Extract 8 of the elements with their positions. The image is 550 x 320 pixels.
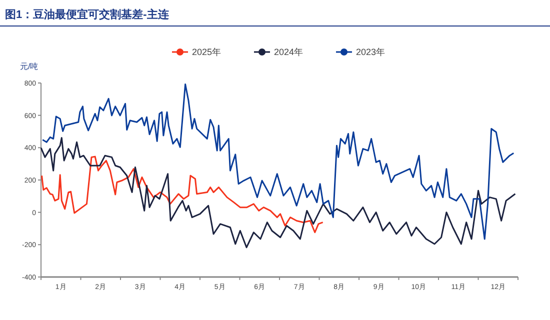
y-axis-title: 元/吨	[20, 62, 38, 71]
line-series	[41, 156, 324, 234]
legend-label: 2024年	[274, 47, 304, 58]
line-series	[40, 137, 516, 248]
legend-label: 2023年	[356, 47, 386, 58]
legend-label: 2025年	[192, 47, 222, 58]
chart-title: 图1：豆油最便宜可交割基差-主连	[5, 8, 170, 21]
line-series	[42, 84, 514, 240]
